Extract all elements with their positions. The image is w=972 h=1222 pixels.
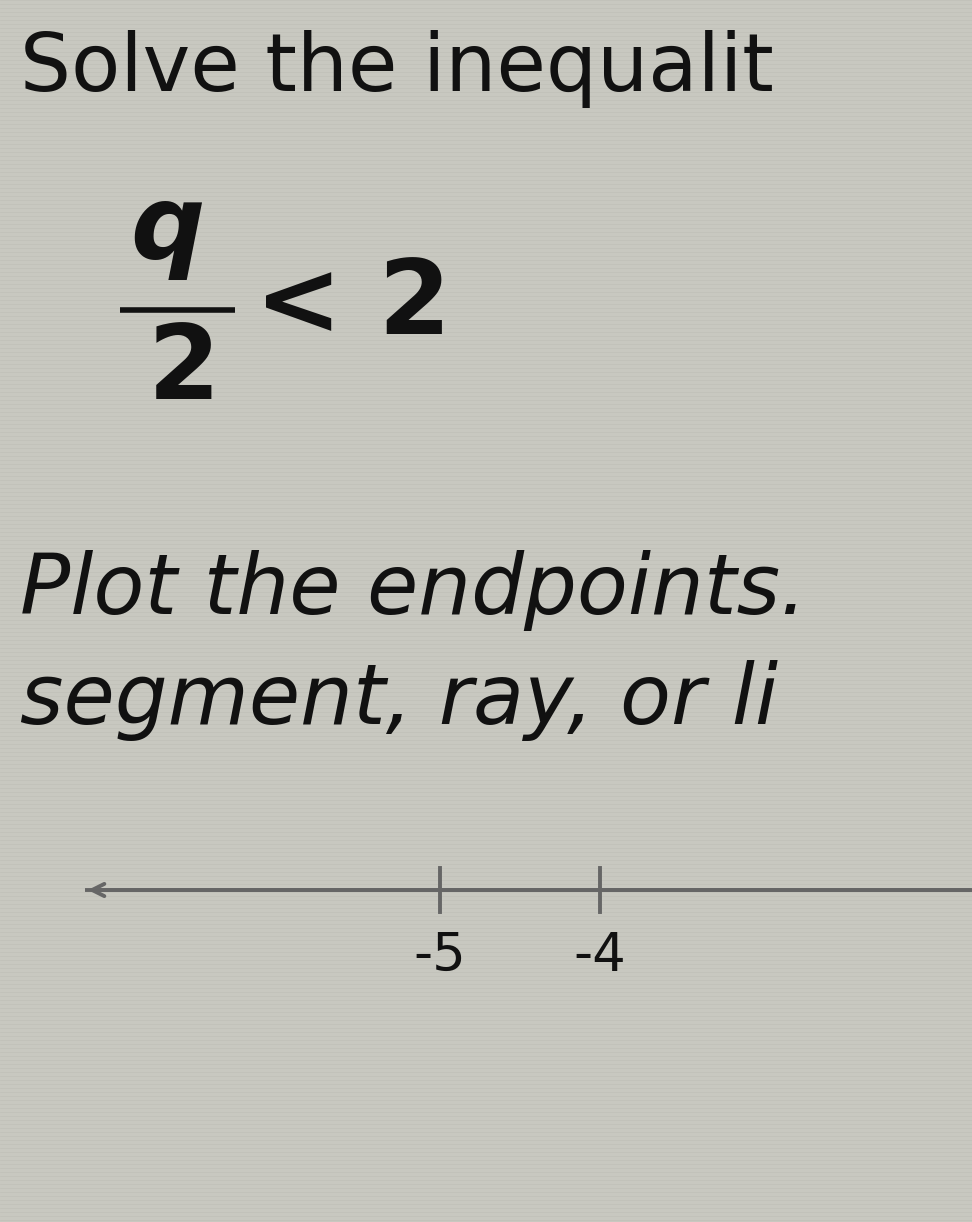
Text: -4: -4 <box>573 930 626 982</box>
Text: -5: -5 <box>414 930 467 982</box>
Text: Plot the endpoints.: Plot the endpoints. <box>20 550 807 631</box>
Text: < 2: < 2 <box>255 255 451 356</box>
Text: segment, ray, or li: segment, ray, or li <box>20 660 778 741</box>
Text: q: q <box>130 180 204 281</box>
Text: Solve the inequalit: Solve the inequalit <box>20 31 774 108</box>
Text: 2: 2 <box>148 320 221 422</box>
